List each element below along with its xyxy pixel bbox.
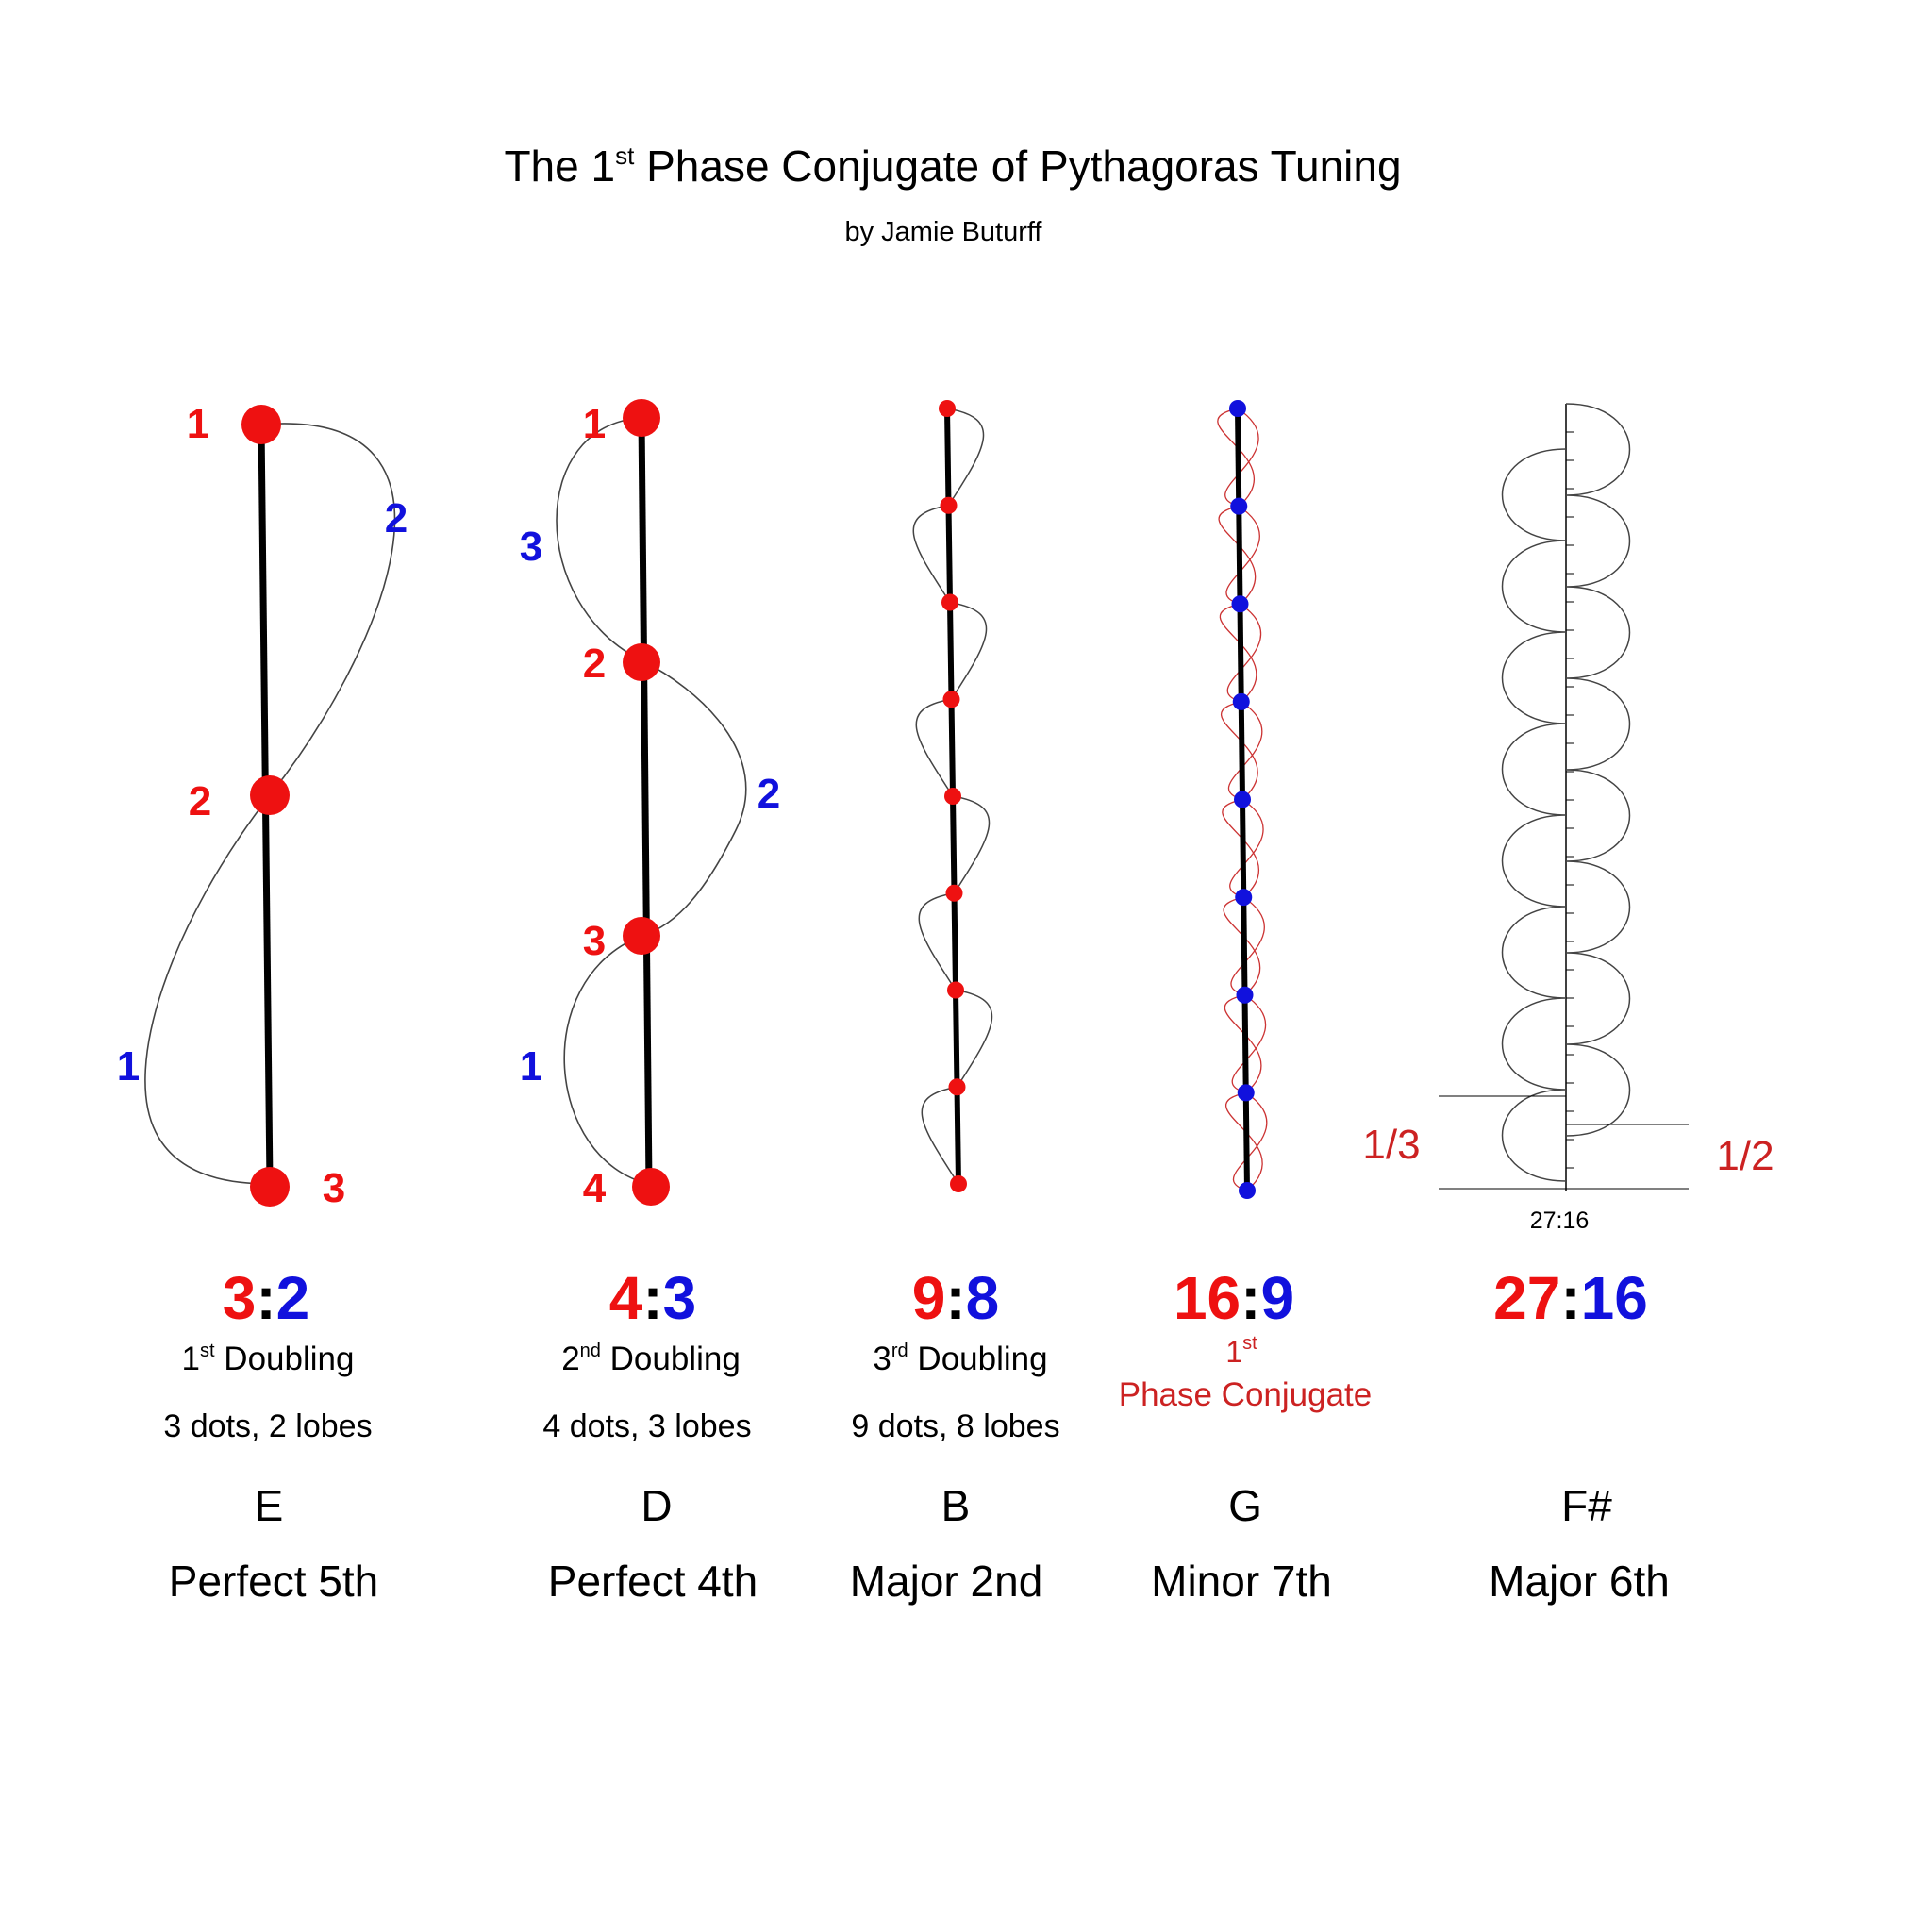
- ratio-9-8: 9:8: [912, 1264, 1000, 1332]
- dot-label: 2: [583, 641, 606, 687]
- ratio-numerator: 3: [223, 1264, 257, 1332]
- title-superscript: st: [615, 142, 635, 170]
- interval-name: Major 2nd: [850, 1557, 1043, 1606]
- fraction-label-left: 1/3: [1362, 1122, 1420, 1168]
- page-title: The 1st Phase Conjugate of Pythagoras Tu…: [504, 142, 1401, 191]
- phase-conjugate-label: 1st: [1225, 1333, 1257, 1369]
- interval-name: Perfect 5th: [169, 1557, 378, 1606]
- ratio-27-16: 27:16: [1493, 1264, 1648, 1332]
- figure-27-16: 27:16 1/3 1/2: [1362, 403, 1774, 1234]
- dot-label: 1: [583, 401, 606, 447]
- ratio-numerator: 16: [1174, 1264, 1241, 1332]
- interval-name: Major 6th: [1489, 1557, 1670, 1606]
- interval-name: Minor 7th: [1151, 1557, 1332, 1606]
- interval-name: Perfect 4th: [548, 1557, 758, 1606]
- lobe-curves: [1501, 403, 1631, 1182]
- node-dot: [1237, 1084, 1255, 1102]
- node-dot: [944, 788, 961, 805]
- ratio-16-9: 16:9: [1174, 1264, 1294, 1332]
- title-prefix: The 1: [504, 142, 615, 191]
- ratio-numerator: 27: [1493, 1264, 1560, 1332]
- note-name: B: [941, 1481, 971, 1530]
- node-dot: [250, 1167, 290, 1207]
- node-dot: [939, 400, 956, 417]
- lobe-label: 1: [117, 1043, 140, 1090]
- node-dot: [1235, 889, 1253, 907]
- ratio-3-2: 3:2: [223, 1264, 310, 1332]
- node-dot: [623, 399, 660, 437]
- figure-16-9: [1217, 400, 1268, 1199]
- lobe-curve: [144, 423, 396, 1185]
- ratio-denominator: 2: [276, 1264, 310, 1332]
- dot-label: 4: [583, 1165, 607, 1211]
- ratio-denominator: 16: [1581, 1264, 1648, 1332]
- node-dot: [1234, 791, 1251, 808]
- title-suffix: Phase Conjugate of Pythagoras Tuning: [634, 142, 1401, 191]
- lobe-label: 1: [520, 1043, 542, 1090]
- lobe-label: 2: [385, 495, 408, 541]
- dot-label: 3: [583, 918, 606, 964]
- dots-lobes-label: 9 dots, 8 lobes: [851, 1408, 1059, 1444]
- node-dot: [1232, 692, 1250, 710]
- node-dot: [942, 691, 960, 708]
- ratio-numerator: 9: [912, 1264, 946, 1332]
- lobe-curve: [556, 417, 747, 1185]
- ratio-denominator: 8: [966, 1264, 1000, 1332]
- lobe-label: 2: [758, 771, 780, 817]
- node-dot: [242, 405, 281, 444]
- node-dot: [941, 593, 958, 611]
- ratio-denominator: 3: [663, 1264, 697, 1332]
- ratio-4-3: 4:3: [609, 1264, 697, 1332]
- note-name: E: [255, 1481, 284, 1530]
- node-dot: [1236, 986, 1254, 1004]
- phase-conjugate-text: Phase Conjugate: [1119, 1376, 1373, 1413]
- dot-label: 1: [187, 401, 209, 447]
- node-dot: [1231, 595, 1249, 613]
- figure-4-3: 1 2 3 4 3 2 1: [520, 399, 780, 1211]
- node-dot: [947, 981, 964, 999]
- dot-label: 3: [323, 1165, 345, 1211]
- dots-lobes-label: 4 dots, 3 lobes: [542, 1408, 751, 1444]
- node-dot: [632, 1168, 670, 1206]
- node-dot: [1230, 497, 1248, 515]
- lobe-label: 3: [520, 524, 542, 570]
- node-dot: [945, 884, 963, 902]
- ratio-denominator: 9: [1260, 1264, 1294, 1332]
- node-dot: [940, 496, 958, 514]
- node-dot: [1239, 1182, 1256, 1199]
- doubling-label: 1st Doubling: [182, 1341, 355, 1377]
- node-dot: [948, 1078, 966, 1096]
- dots-lobes-label: 3 dots, 2 lobes: [163, 1408, 372, 1444]
- doubling-label: 2nd Doubling: [561, 1341, 741, 1377]
- node-dot: [1229, 400, 1246, 417]
- figure-9-8: [912, 400, 993, 1192]
- node-dot: [250, 775, 290, 815]
- node-dot: [623, 917, 660, 955]
- node-dot: [950, 1175, 967, 1192]
- note-name: G: [1228, 1481, 1262, 1530]
- node-dot: [623, 643, 660, 681]
- figure-3-2: 1 2 3 2 1: [117, 401, 408, 1211]
- dot-label: 2: [189, 778, 211, 824]
- ratio-numerator: 4: [609, 1264, 643, 1332]
- fraction-label-right: 1/2: [1716, 1133, 1774, 1179]
- small-ratio-label: 27:16: [1530, 1208, 1590, 1234]
- string-line: [638, 417, 653, 1188]
- note-name: F#: [1561, 1481, 1612, 1530]
- doubling-label: 3rd Doubling: [873, 1341, 1047, 1377]
- author-credit: by Jamie Buturff: [844, 217, 1042, 247]
- note-name: D: [641, 1481, 672, 1530]
